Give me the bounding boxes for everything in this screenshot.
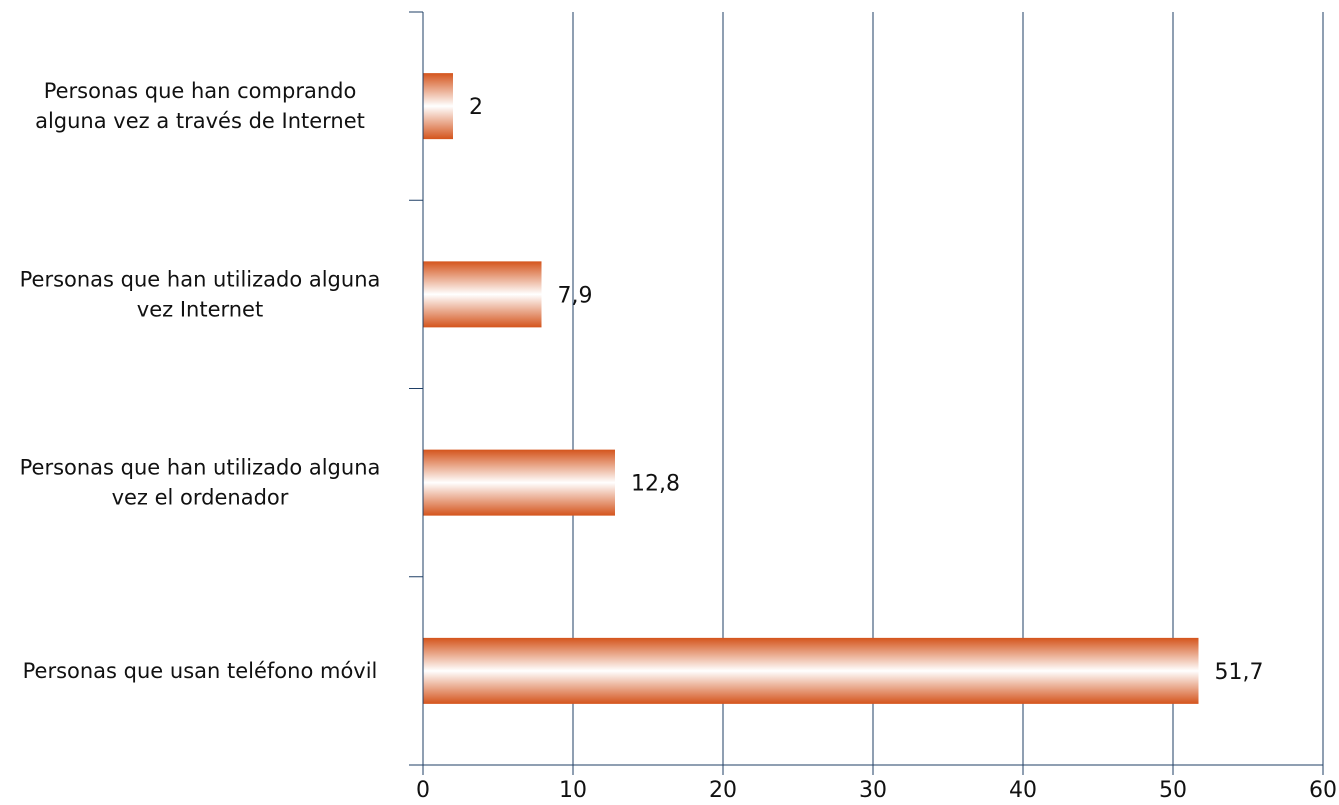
bar	[423, 637, 1199, 704]
x-tick-label: 0	[416, 778, 430, 803]
data-label: 12,8	[631, 472, 680, 497]
x-tick-label: 50	[1159, 778, 1187, 803]
y-category-label-line: Personas que han utilizado alguna	[20, 267, 381, 291]
bar	[423, 73, 453, 140]
y-category-label-line: Personas que han utilizado alguna	[20, 456, 381, 480]
y-category-label: Personas que han utilizado alguna vez Int…	[20, 267, 381, 321]
x-tick-label: 40	[1009, 778, 1037, 803]
y-category-label-line: Personas que usan teléfono móvil	[23, 659, 378, 683]
x-tick-label: 30	[859, 778, 887, 803]
x-tick-label: 60	[1309, 778, 1337, 803]
y-category-label: Personas que han comprando alguna vez a t…	[35, 79, 365, 133]
y-category-label: Personas que usan teléfono móvil	[23, 659, 378, 683]
y-category-label-line: vez Internet	[137, 297, 263, 321]
bars	[423, 73, 1199, 704]
y-category-label-line: vez el ordenador	[112, 486, 289, 510]
x-tick-label: 10	[559, 778, 587, 803]
y-category-label-line: Personas que han comprando	[44, 79, 357, 103]
bar	[423, 449, 615, 516]
labels: 0 10 20 30 40 50 60 2 Personas que han comprando…	[20, 79, 1337, 803]
y-category-label-line: alguna vez a través de Internet	[35, 109, 365, 133]
axes	[409, 11, 1324, 775]
y-category-label: Personas que han utilizado alguna vez el …	[20, 456, 381, 510]
data-label: 7,9	[558, 283, 593, 308]
bar	[423, 261, 542, 328]
data-label: 51,7	[1215, 660, 1264, 685]
data-label: 2	[469, 95, 483, 120]
x-tick-label: 20	[709, 778, 737, 803]
